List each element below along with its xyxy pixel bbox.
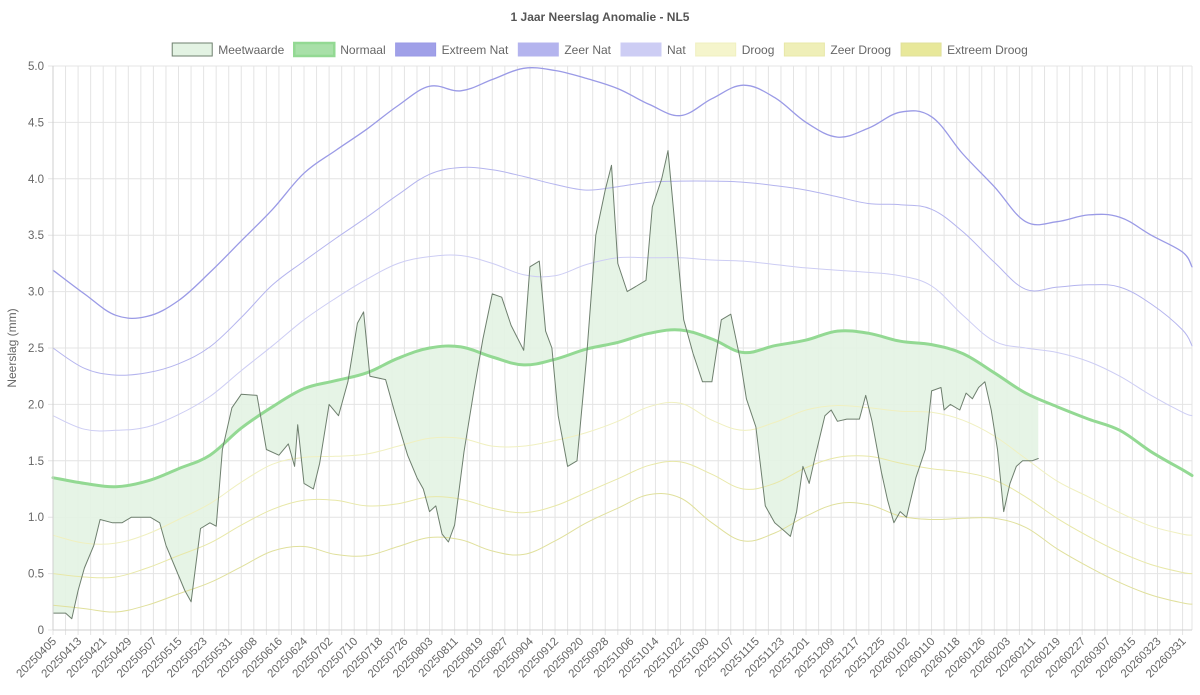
series-line-zeer-droog	[52, 455, 1193, 579]
legend-item-meetwaarde[interactable]: Meetwaarde	[171, 42, 285, 57]
y-tick-label: 1.5	[28, 456, 44, 468]
series-line-extreem-nat	[52, 67, 1193, 320]
legend-swatch	[171, 42, 213, 57]
legend-label: Meetwaarde	[218, 43, 284, 57]
legend-item-extreem-droog[interactable]: Extreem Droog	[900, 42, 1028, 57]
legend-item-normaal[interactable]: Normaal	[293, 41, 386, 58]
y-tick-label: 3.5	[28, 230, 44, 242]
legend-label: Droog	[742, 43, 775, 57]
legend-label: Extreem Nat	[442, 43, 509, 57]
legend-item-nat[interactable]: Nat	[620, 42, 686, 57]
series-lines	[51, 67, 1194, 620]
series-line-zeer-nat	[52, 166, 1193, 376]
legend-swatch	[900, 42, 942, 57]
legend-label: Nat	[667, 43, 686, 57]
legend-item-zeer-nat[interactable]: Zeer Nat	[517, 42, 612, 57]
chart-title: 1 Jaar Neerslag Anomalie - NL5	[511, 10, 690, 24]
series-line-meetwaarde	[52, 150, 1039, 620]
series-line-extreem-droog	[52, 493, 1193, 613]
legend-item-zeer-droog[interactable]: Zeer Droog	[783, 42, 891, 57]
y-tick-label: 1.0	[28, 512, 44, 524]
y-tick-label: 0.5	[28, 569, 44, 581]
y-axis-title: Neerslag (mm)	[5, 308, 19, 387]
legend-swatch	[783, 42, 825, 57]
legend-item-extreem-nat[interactable]: Extreem Nat	[395, 42, 509, 57]
legend-swatch	[517, 42, 559, 57]
legend-item-droog[interactable]: Droog	[695, 42, 775, 57]
legend-label: Zeer Nat	[564, 43, 611, 57]
chart-grid	[48, 65, 1193, 635]
legend-label: Zeer Droog	[830, 43, 891, 57]
y-tick-label: 3.0	[28, 287, 44, 299]
y-tick-label: 4.0	[28, 174, 44, 186]
legend-swatch	[395, 42, 437, 57]
y-tick-label: 0	[38, 625, 44, 637]
y-tick-label: 4.5	[28, 117, 44, 129]
legend-label: Extreem Droog	[947, 43, 1028, 57]
anomaly-area	[53, 150, 1039, 619]
legend-label: Normaal	[340, 43, 385, 57]
chart-legend: Meetwaarde Normaal Extreem Nat Zeer Nat Nat D…	[171, 41, 1028, 58]
y-tick-label: 5.0	[28, 61, 44, 73]
y-tick-label: 2.0	[28, 399, 44, 411]
series-line-droog	[52, 401, 1193, 545]
series-line-normaal	[51, 328, 1194, 489]
y-tick-label: 2.5	[28, 343, 44, 355]
legend-swatch	[695, 42, 737, 57]
legend-swatch	[620, 42, 662, 57]
legend-swatch	[293, 41, 336, 58]
series-areas	[53, 150, 1039, 619]
series-line-nat	[52, 254, 1193, 432]
